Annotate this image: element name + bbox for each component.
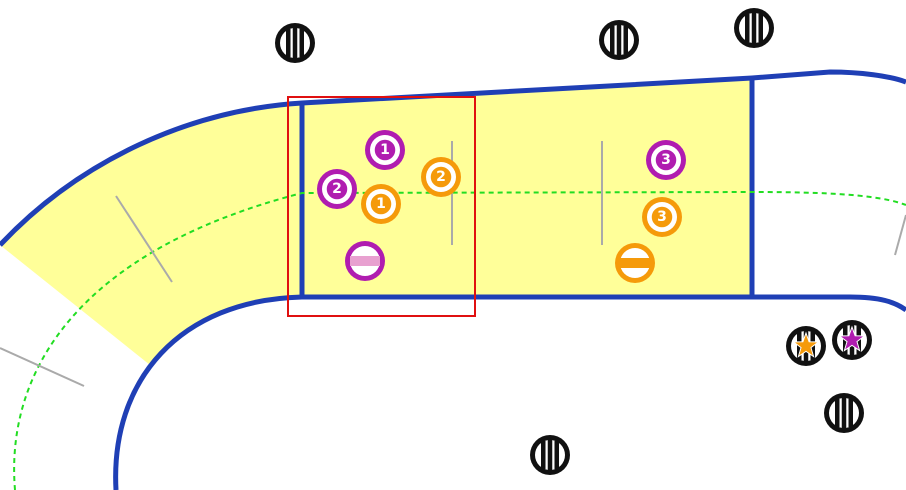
svg-text:2: 2 [436, 169, 446, 185]
skater-purple-3[interactable]: 3 [646, 140, 686, 180]
jammer-purple[interactable] [832, 320, 872, 360]
skater-orange-3[interactable]: 3 [642, 197, 682, 237]
track-inner-boundary [113, 294, 906, 490]
svg-text:3: 3 [661, 152, 671, 168]
svg-text:3: 3 [657, 209, 667, 225]
track-center-line [13, 190, 906, 490]
skater-purple-2[interactable]: 2 [317, 169, 357, 209]
referee-marker[interactable] [530, 435, 570, 475]
referee-marker[interactable] [275, 23, 315, 63]
pivot-orange[interactable] [615, 243, 655, 283]
highlight-box [287, 96, 476, 317]
jammer-orange[interactable] [786, 326, 826, 366]
track-outer-boundary [0, 69, 906, 247]
star-icon [838, 325, 866, 352]
tick-mark [115, 195, 173, 283]
svg-text:2: 2 [332, 181, 342, 197]
skater-purple-1[interactable]: 1 [365, 130, 405, 170]
engagement-zone-curve [0, 103, 302, 365]
pivot-purple[interactable] [345, 241, 385, 281]
pivot-stripe-icon [350, 256, 380, 266]
referee-marker[interactable] [824, 393, 864, 433]
svg-text:1: 1 [380, 142, 390, 158]
skater-orange-1[interactable]: 1 [361, 184, 401, 224]
tick-mark [894, 214, 906, 256]
referee-marker[interactable] [599, 20, 639, 60]
pivot-stripe-icon [620, 258, 650, 268]
star-icon [792, 331, 820, 358]
skater-orange-2[interactable]: 2 [421, 157, 461, 197]
svg-text:1: 1 [376, 196, 386, 212]
referee-marker[interactable] [734, 8, 774, 48]
tick-mark [0, 347, 85, 387]
